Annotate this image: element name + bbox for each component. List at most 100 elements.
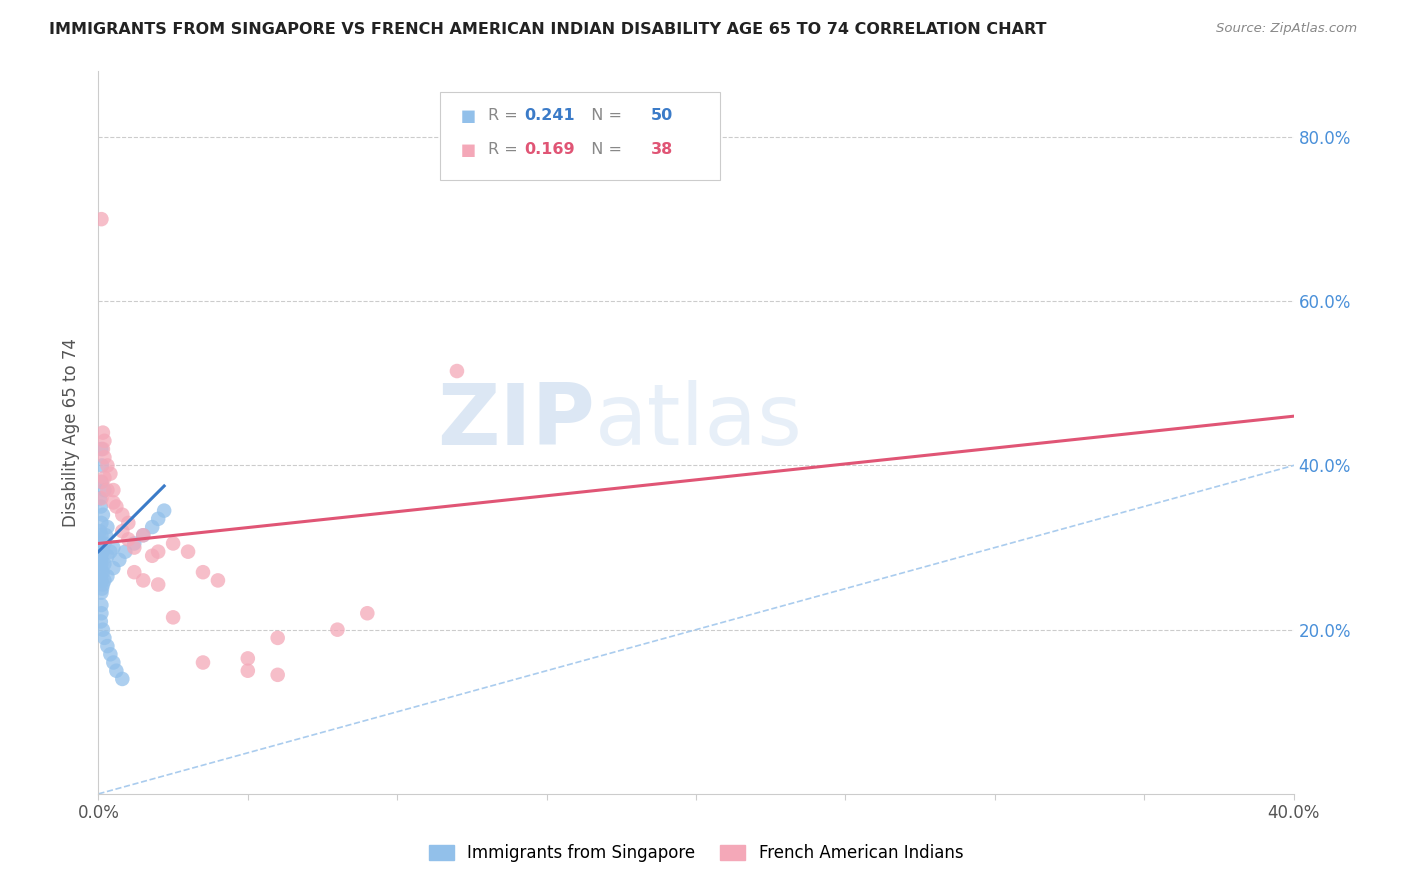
Point <box>103 656 125 670</box>
Point <box>96 549 118 563</box>
Point <box>91 508 114 522</box>
Point <box>103 483 125 497</box>
Point <box>90 553 112 567</box>
Text: 0.169: 0.169 <box>524 143 575 157</box>
Point <box>98 648 122 662</box>
Point <box>93 574 115 588</box>
Text: R =: R = <box>488 109 523 123</box>
Text: N =: N = <box>581 143 627 157</box>
Point <box>94 528 117 542</box>
Point <box>89 491 111 506</box>
Point <box>90 475 112 489</box>
Point <box>111 508 134 522</box>
Point <box>93 483 115 497</box>
Point <box>90 536 112 550</box>
Point <box>90 607 112 621</box>
Point <box>148 544 170 558</box>
Text: R =: R = <box>488 143 523 157</box>
Point <box>236 664 259 678</box>
Text: 50: 50 <box>651 109 673 123</box>
Point <box>89 544 111 558</box>
Point <box>96 520 118 534</box>
Point <box>96 483 118 497</box>
Y-axis label: Disability Age 65 to 74: Disability Age 65 to 74 <box>62 338 80 527</box>
Point <box>191 565 214 579</box>
Point <box>326 623 349 637</box>
Point <box>93 536 115 550</box>
Point <box>236 651 259 665</box>
Point <box>90 574 112 588</box>
Point <box>103 541 125 555</box>
Point <box>117 533 139 547</box>
Point <box>96 569 118 583</box>
Point <box>105 664 128 678</box>
Point <box>105 500 128 514</box>
Point <box>90 212 112 227</box>
Point <box>91 623 114 637</box>
Point <box>132 574 155 588</box>
Text: atlas: atlas <box>595 380 803 463</box>
Point <box>124 541 146 555</box>
Point <box>89 561 111 575</box>
Text: 0.241: 0.241 <box>524 109 575 123</box>
Point <box>93 631 115 645</box>
Point <box>93 557 115 571</box>
Point <box>90 585 112 599</box>
Point <box>90 557 112 571</box>
Point <box>124 536 146 550</box>
Point <box>177 544 200 558</box>
Point <box>111 672 134 686</box>
Point <box>93 450 115 465</box>
Text: ZIP: ZIP <box>437 380 595 463</box>
Point <box>103 495 125 509</box>
Point <box>90 500 112 514</box>
Point <box>91 425 114 440</box>
Text: ▪: ▪ <box>460 138 477 161</box>
Point <box>148 512 170 526</box>
Point <box>132 528 155 542</box>
Point <box>132 528 155 542</box>
Point <box>98 467 122 481</box>
Legend: Immigrants from Singapore, French American Indians: Immigrants from Singapore, French Americ… <box>422 838 970 869</box>
Point <box>96 458 118 473</box>
Point <box>90 442 112 456</box>
Point <box>91 582 114 596</box>
Point <box>89 524 111 538</box>
Point <box>207 574 229 588</box>
Point <box>141 520 163 534</box>
Text: IMMIGRANTS FROM SINGAPORE VS FRENCH AMERICAN INDIAN DISABILITY AGE 65 TO 74 CORR: IMMIGRANTS FROM SINGAPORE VS FRENCH AMER… <box>49 22 1046 37</box>
Text: 38: 38 <box>651 143 673 157</box>
Point <box>98 544 122 558</box>
Point <box>93 471 115 485</box>
Point <box>91 565 114 579</box>
Point <box>90 615 112 629</box>
Point <box>124 565 146 579</box>
Point <box>90 528 112 542</box>
Point <box>356 607 378 621</box>
Point <box>90 598 112 612</box>
Point <box>162 536 184 550</box>
Point <box>191 656 214 670</box>
Point <box>90 475 112 489</box>
Point <box>90 549 112 563</box>
Point <box>96 639 118 653</box>
Point <box>90 565 112 579</box>
Point <box>108 553 131 567</box>
Point <box>148 577 170 591</box>
Point <box>90 516 112 530</box>
Point <box>446 364 468 378</box>
Text: ▪: ▪ <box>460 104 477 128</box>
Point <box>117 516 139 530</box>
Point <box>103 561 125 575</box>
Point <box>153 503 176 517</box>
Point <box>90 491 112 506</box>
Point <box>162 610 184 624</box>
Point <box>91 442 114 456</box>
Point <box>91 577 114 591</box>
Point <box>91 544 114 558</box>
Point <box>111 524 134 538</box>
Point <box>141 549 163 563</box>
Text: Source: ZipAtlas.com: Source: ZipAtlas.com <box>1216 22 1357 36</box>
Text: N =: N = <box>581 109 627 123</box>
Point <box>267 631 290 645</box>
